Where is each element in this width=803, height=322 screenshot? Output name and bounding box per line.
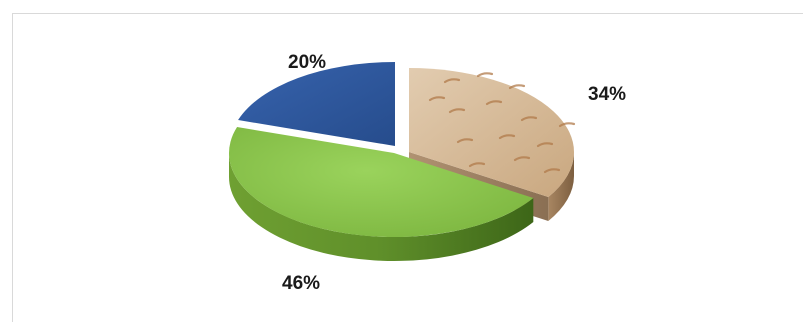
chart-area [12,13,803,322]
pie-slice-20 [238,62,395,146]
data-label-20: 20% [288,52,326,73]
pie-slice-46 [228,127,534,261]
data-label-46: 46% [282,273,320,294]
data-label-34: 34% [588,84,626,105]
